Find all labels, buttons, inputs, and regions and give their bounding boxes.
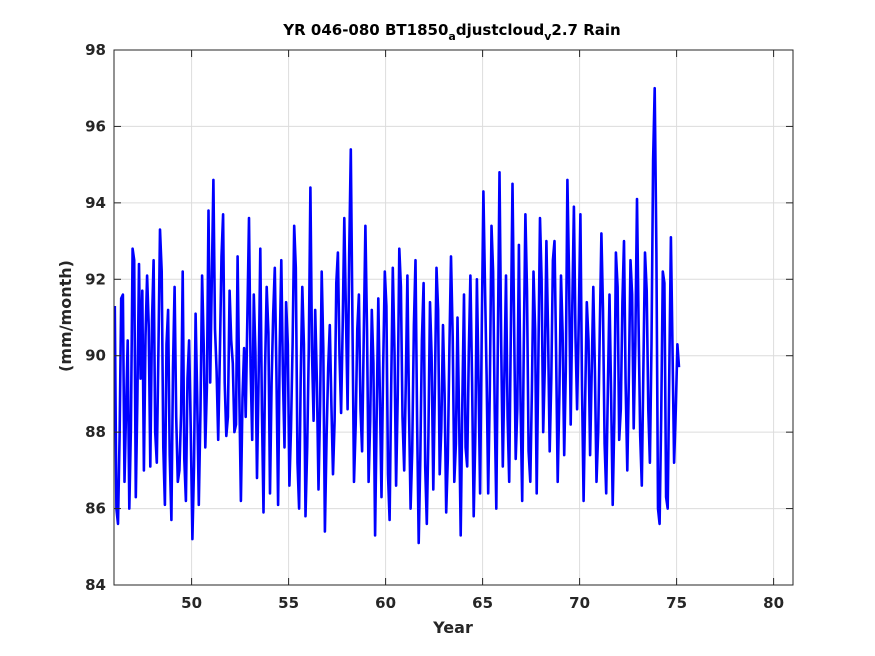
y-tick-label: 86: [85, 500, 106, 518]
x-tick-label: 80: [763, 594, 784, 612]
x-tick-label: 55: [278, 594, 299, 612]
x-tick-label: 70: [569, 594, 590, 612]
y-tick-label: 98: [85, 41, 106, 59]
chart-title-middle: djustcloud: [456, 21, 544, 39]
y-tick-label: 96: [85, 117, 106, 135]
rain-series-line: [113, 86, 681, 545]
tick-marks: [114, 49, 793, 586]
axes-box: [113, 49, 794, 586]
chart-title-prefix: YR 046-080 BT1850: [282, 21, 448, 39]
chart-title: YR 046-080 BT1850adjustcloudv2.7 Rain: [282, 21, 620, 43]
y-tick-label: 92: [85, 270, 106, 288]
x-tick-labels: 50 55 60 65 70 75 80: [181, 594, 784, 612]
y-tick-label: 84: [85, 576, 106, 594]
y-tick-labels: 84 86 88 90 92 94 96 98: [85, 41, 106, 594]
x-axis-label: Year: [432, 618, 473, 637]
y-tick-label: 90: [85, 347, 106, 365]
y-tick-label: 94: [85, 194, 106, 212]
y-tick-label: 88: [85, 423, 106, 441]
chart-title-subscript-1: a: [448, 30, 455, 43]
x-tick-label: 65: [472, 594, 493, 612]
x-tick-label: 60: [375, 594, 396, 612]
y-axis-label: (mm/month): [56, 260, 75, 372]
plot-area: [113, 49, 794, 586]
chart-title-suffix: 2.7 Rain: [551, 21, 620, 39]
chart-title-subscript-2: v: [544, 30, 552, 43]
x-tick-label: 75: [666, 594, 687, 612]
x-tick-label: 50: [181, 594, 202, 612]
